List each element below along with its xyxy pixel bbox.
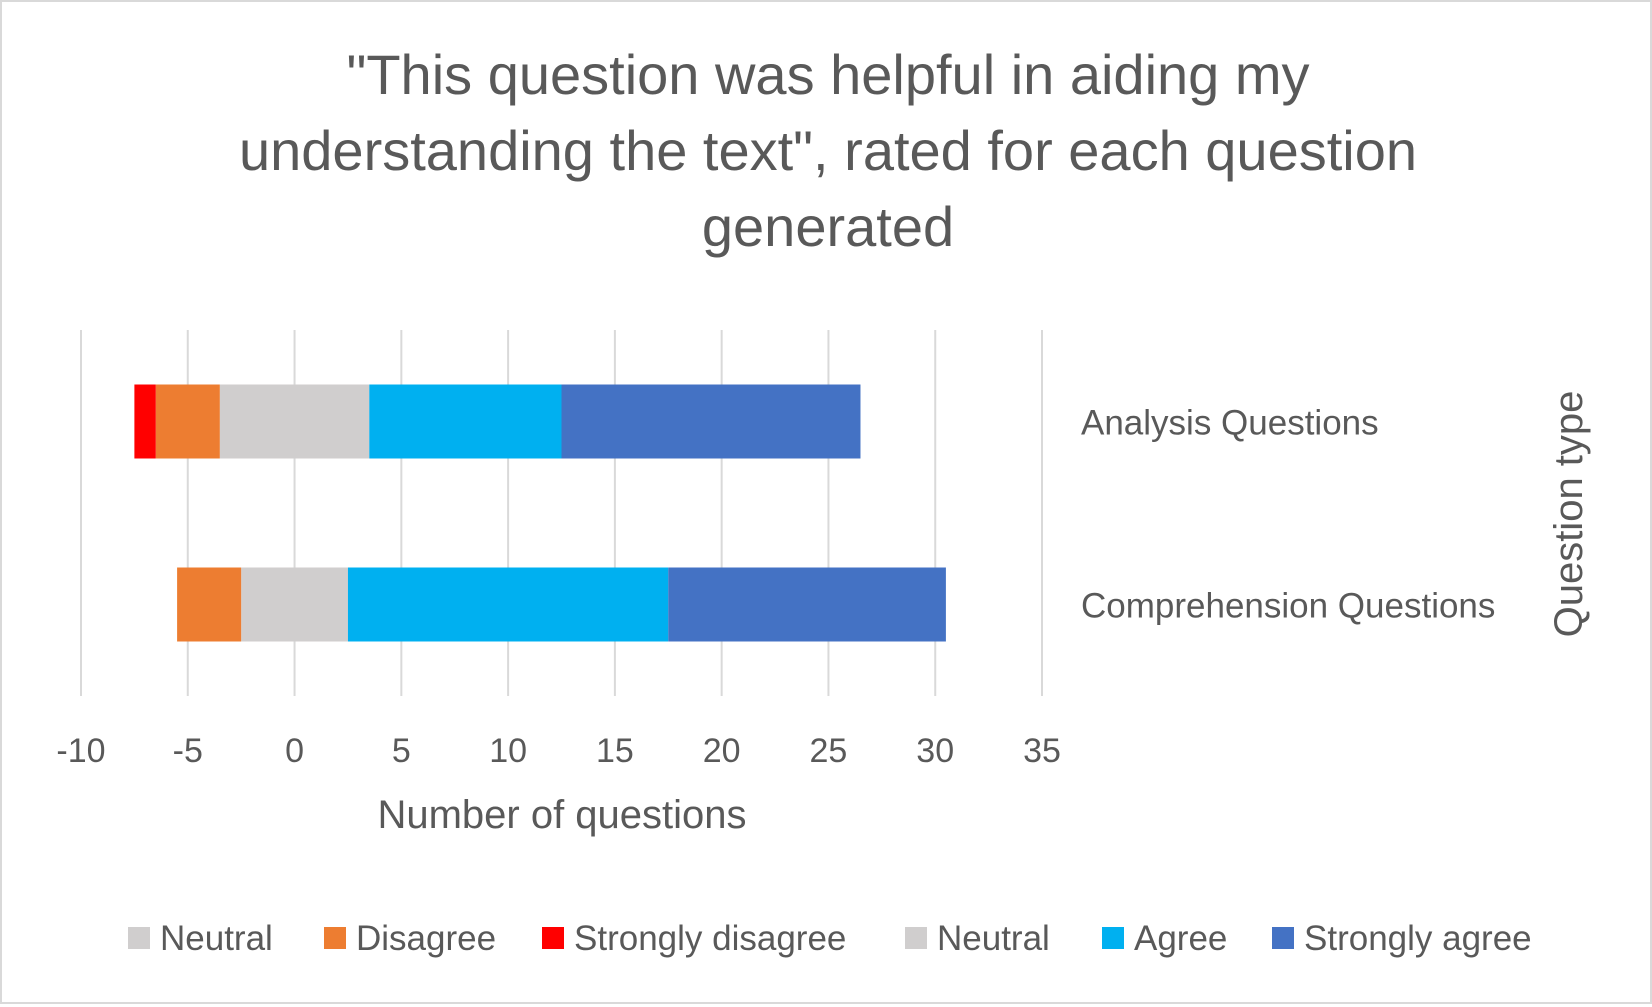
y-axis-title: Question type (1547, 391, 1591, 638)
chart-title-line-1: "This question was helpful in aiding my (346, 43, 1309, 106)
bar-segment (219, 384, 295, 459)
category-label: Comprehension Questions (1081, 587, 1495, 626)
bar-segment (155, 384, 220, 459)
bar-segment (134, 384, 156, 459)
x-tick-label: 0 (285, 732, 304, 770)
x-axis-ticks: -10 -5 0 5 10 15 20 25 30 35 (56, 732, 1060, 770)
legend-label: Agree (1134, 919, 1227, 958)
legend-swatch (324, 927, 346, 949)
bar-segment (177, 567, 242, 642)
x-tick-label: -5 (173, 732, 203, 770)
x-tick-label: -10 (56, 732, 105, 770)
bar-segment (294, 567, 348, 642)
legend-swatch (1102, 927, 1124, 949)
category-labels: Analysis Questions Comprehension Question… (1081, 404, 1495, 626)
legend-label: Strongly disagree (574, 919, 846, 958)
bars (134, 384, 946, 642)
legend-label: Neutral (160, 919, 273, 958)
legend-swatch (128, 927, 150, 949)
bar-segment (561, 384, 861, 459)
x-tick-label: 35 (1023, 732, 1061, 770)
x-tick-label: 15 (596, 732, 634, 770)
bar-segment (347, 567, 669, 642)
legend: Neutral Disagree Strongly disagree Neutral A… (128, 919, 1532, 958)
legend-label: Strongly agree (1304, 919, 1532, 958)
bar-segment (369, 384, 562, 459)
x-tick-label: 25 (810, 732, 848, 770)
category-label: Analysis Questions (1081, 404, 1379, 443)
x-tick-label: 20 (703, 732, 741, 770)
legend-swatch (542, 927, 564, 949)
legend-swatch (905, 927, 927, 949)
x-tick-label: 5 (392, 732, 411, 770)
chart-title-line-3: generated (702, 195, 954, 258)
bar-segment (241, 567, 295, 642)
chart-title-line-2: understanding the text", rated for each … (239, 119, 1417, 182)
x-axis-title: Number of questions (377, 793, 746, 837)
legend-label: Disagree (356, 919, 496, 958)
x-tick-label: 10 (489, 732, 527, 770)
chart-title: "This question was helpful in aiding my … (239, 43, 1417, 258)
bar-segment (668, 567, 946, 642)
x-tick-label: 30 (916, 732, 954, 770)
bar-segment (294, 384, 370, 459)
legend-label: Neutral (937, 919, 1050, 958)
legend-swatch (1272, 927, 1294, 949)
